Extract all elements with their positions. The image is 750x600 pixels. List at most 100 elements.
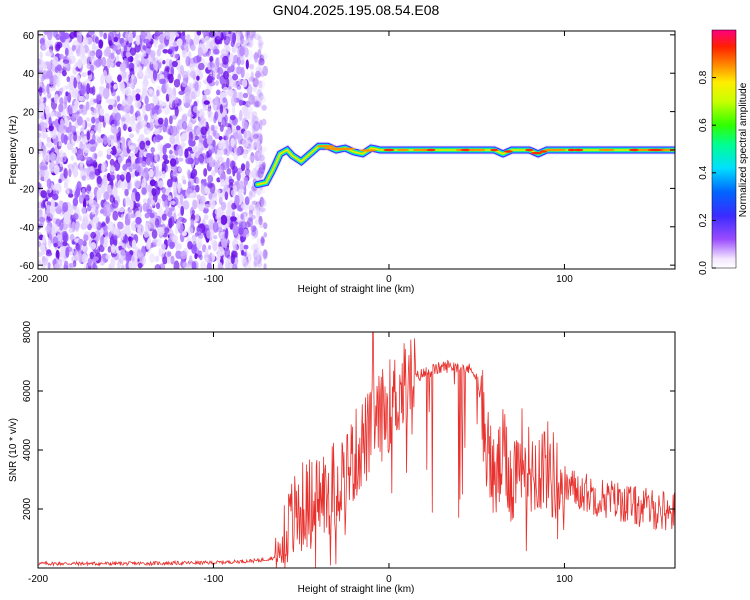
heatmap-cell	[38, 138, 42, 150]
heatmap-cell	[141, 177, 147, 187]
heatmap-cell	[196, 75, 200, 81]
heatmap-cell	[116, 260, 121, 269]
heatmap-cell	[161, 163, 168, 173]
heatmap-cell	[46, 216, 50, 224]
heatmap-cell	[210, 62, 215, 68]
heatmap-cell	[253, 33, 261, 41]
heatmap-cell	[199, 115, 205, 125]
heatmap-cell	[232, 73, 239, 81]
heatmap-cell	[200, 126, 207, 135]
heatmap-cell	[72, 88, 79, 99]
heatmap-cell	[120, 174, 125, 181]
heatmap-cell	[244, 196, 250, 206]
heatmap-cell	[209, 198, 216, 210]
heatmap-cell	[142, 45, 147, 51]
ridge-hotspot	[490, 148, 499, 152]
heatmap-cell	[136, 54, 143, 59]
heatmap-cell	[255, 66, 262, 73]
heatmap-cell	[103, 32, 107, 40]
spectrogram-y-tick-label: -20	[20, 184, 35, 195]
heatmap-cell	[96, 175, 102, 185]
heatmap-cell	[111, 89, 116, 97]
heatmap-cell	[249, 170, 253, 179]
heatmap-cell	[95, 36, 99, 44]
heatmap-cell	[243, 229, 250, 235]
heatmap-cell	[255, 132, 263, 139]
heatmap-cell	[259, 207, 266, 213]
heatmap-cell	[236, 147, 241, 157]
heatmap-cell	[200, 261, 206, 269]
heatmap-cell	[40, 201, 46, 209]
heatmap-cell	[236, 125, 241, 131]
heatmap-cell	[49, 211, 55, 220]
heatmap-cell	[162, 49, 169, 54]
heatmap-cell	[154, 31, 161, 37]
snr-y-ticks: 8000 6000 4000 2000	[22, 320, 675, 520]
heatmap-cell	[122, 98, 127, 106]
heatmap-cell	[129, 47, 137, 56]
heatmap-cell	[149, 179, 156, 187]
ridge-hotspot	[456, 148, 463, 152]
heatmap-cell	[134, 180, 142, 189]
heatmap-cell	[82, 198, 87, 210]
heatmap-cell	[86, 130, 91, 141]
heatmap-cell	[54, 111, 62, 117]
heatmap-cell	[123, 104, 131, 113]
heatmap-cell	[46, 49, 54, 57]
heatmap-cell	[58, 124, 64, 134]
heatmap-cell	[105, 215, 110, 225]
heatmap-cell	[110, 226, 116, 234]
heatmap-cell	[134, 100, 142, 109]
heatmap-cell	[246, 84, 253, 96]
heatmap-cell	[207, 245, 212, 250]
heatmap-cell	[165, 35, 171, 40]
heatmap-cell	[64, 64, 70, 69]
heatmap-cell	[255, 247, 262, 259]
heatmap-cell	[188, 137, 193, 147]
heatmap-cell	[222, 31, 230, 36]
heatmap-cell	[143, 127, 151, 135]
heatmap-cell	[113, 31, 117, 36]
heatmap-cell	[171, 175, 178, 183]
ridge-hotspot	[359, 149, 377, 152]
heatmap-cell	[249, 171, 255, 178]
heatmap-cell	[245, 161, 251, 170]
heatmap-cell	[64, 94, 68, 105]
colorbar-tick-label: 0.2	[698, 213, 709, 227]
heatmap-cell	[156, 89, 160, 97]
heatmap-cell	[118, 156, 122, 164]
heatmap-cell	[95, 49, 103, 59]
heatmap-cell	[150, 147, 155, 153]
heatmap-cell	[251, 188, 256, 198]
heatmap-cell	[209, 55, 214, 62]
heatmap-cell	[94, 126, 99, 132]
heatmap-cell	[243, 244, 249, 250]
heatmap-cell	[189, 255, 193, 263]
heatmap-cell	[87, 123, 93, 128]
heatmap-cell	[79, 160, 84, 167]
heatmap-cell	[212, 130, 217, 137]
heatmap-cell	[182, 262, 188, 268]
heatmap-cell	[230, 253, 235, 265]
heatmap-cell	[51, 230, 56, 238]
heatmap-cell	[158, 248, 162, 257]
heatmap-cell	[38, 113, 42, 119]
heatmap-cell	[71, 44, 76, 52]
heatmap-cell	[250, 144, 255, 150]
heatmap-cell	[220, 178, 226, 187]
heatmap-cell	[145, 153, 153, 158]
heatmap-cell	[256, 254, 262, 263]
heatmap-cell	[258, 100, 263, 107]
heatmap-cell	[47, 262, 51, 269]
heatmap-cell	[110, 138, 114, 148]
heatmap-cell	[134, 43, 141, 53]
heatmap-cell	[69, 233, 75, 242]
heatmap-cell	[102, 176, 108, 186]
heatmap-cell	[78, 252, 83, 264]
heatmap-cell	[260, 186, 266, 194]
heatmap-cell	[113, 234, 118, 240]
heatmap-cell	[203, 204, 210, 209]
heatmap-cell	[254, 155, 260, 164]
heatmap-cell	[230, 63, 234, 72]
heatmap-cell	[215, 80, 219, 86]
